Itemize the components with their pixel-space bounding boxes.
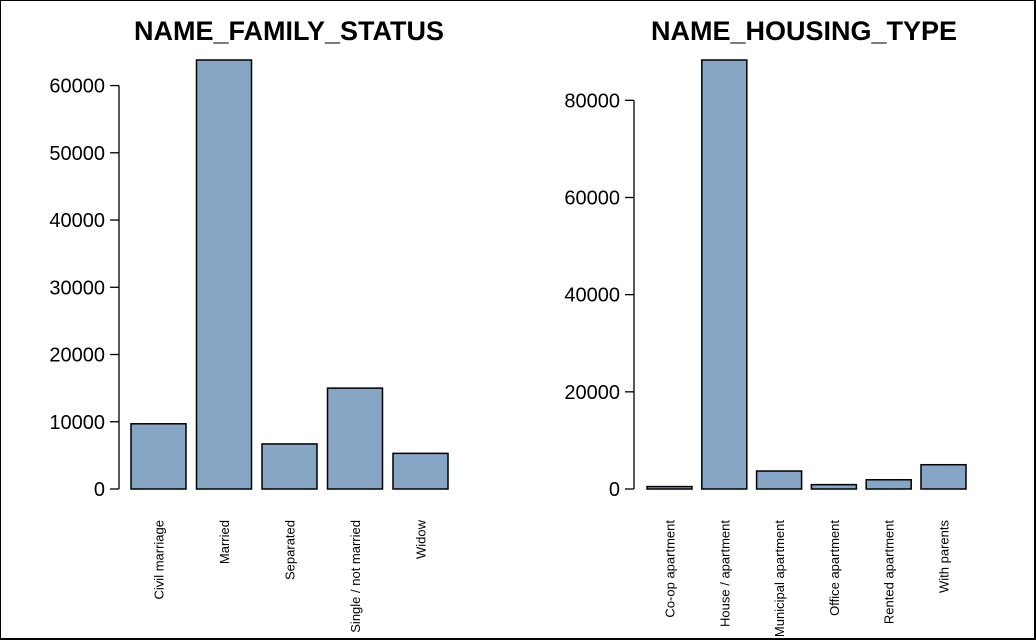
- bar: [920, 463, 967, 490]
- x-tick-label: Rented apartment: [882, 520, 897, 624]
- y-tick-label: 0: [609, 479, 620, 501]
- y-tick-label: 20000: [49, 345, 105, 367]
- bar: [865, 479, 912, 490]
- chart-title: NAME_HOUSING_TYPE: [651, 16, 957, 46]
- x-tick-label: House / apartment: [717, 520, 732, 627]
- y-tick-label: 10000: [49, 412, 105, 434]
- bar: [195, 59, 253, 490]
- bars: [646, 59, 967, 490]
- x-tick-label: Co-op apartment: [663, 520, 678, 618]
- x-tick-label: With parents: [937, 520, 952, 593]
- bars: [130, 59, 449, 490]
- y-axis: 0 20000 40000 60000 80000: [564, 90, 635, 501]
- y-tick-label: 40000: [49, 210, 105, 232]
- x-tick-label: Married: [217, 520, 232, 564]
- y-axis: 0 10000 20000 30000 40000 50000 60000: [49, 76, 120, 501]
- y-tick-label: 20000: [564, 382, 620, 404]
- x-tick-label: Office apartment: [827, 520, 842, 616]
- y-tick-label: 30000: [49, 277, 105, 299]
- y-tick-label: 0: [94, 479, 105, 501]
- bar: [755, 470, 803, 490]
- x-tick-label: Separated: [283, 520, 298, 580]
- bar: [646, 485, 693, 490]
- family-status-chart: NAME_FAMILY_STATUS 0 10000 20000 30000 40000…: [49, 16, 449, 633]
- bar: [261, 443, 318, 490]
- y-tick-label: 50000: [49, 143, 105, 165]
- bar: [392, 452, 449, 490]
- x-tick-labels: Co-op apartment House / apartment Municipa…: [663, 520, 952, 638]
- x-tick-label: Single / not married: [348, 520, 363, 633]
- bar: [810, 483, 858, 490]
- bar: [130, 423, 187, 490]
- chart-title: NAME_FAMILY_STATUS: [134, 16, 444, 46]
- x-tick-label: Municipal apartment: [772, 520, 787, 637]
- y-tick-label: 60000: [564, 187, 620, 209]
- y-tick-label: 40000: [564, 285, 620, 307]
- x-tick-label: Civil marriage: [152, 520, 167, 599]
- y-tick-label: 80000: [564, 90, 620, 112]
- x-tick-label: Widow: [414, 519, 429, 559]
- bar: [326, 387, 384, 490]
- bar: [701, 59, 748, 490]
- housing-type-chart: NAME_HOUSING_TYPE 020000400006000080000 …: [564, 16, 967, 638]
- x-tick-labels: Civil marriage Married Separated Single / n…: [152, 519, 429, 632]
- y-tick-label: 60000: [49, 76, 105, 98]
